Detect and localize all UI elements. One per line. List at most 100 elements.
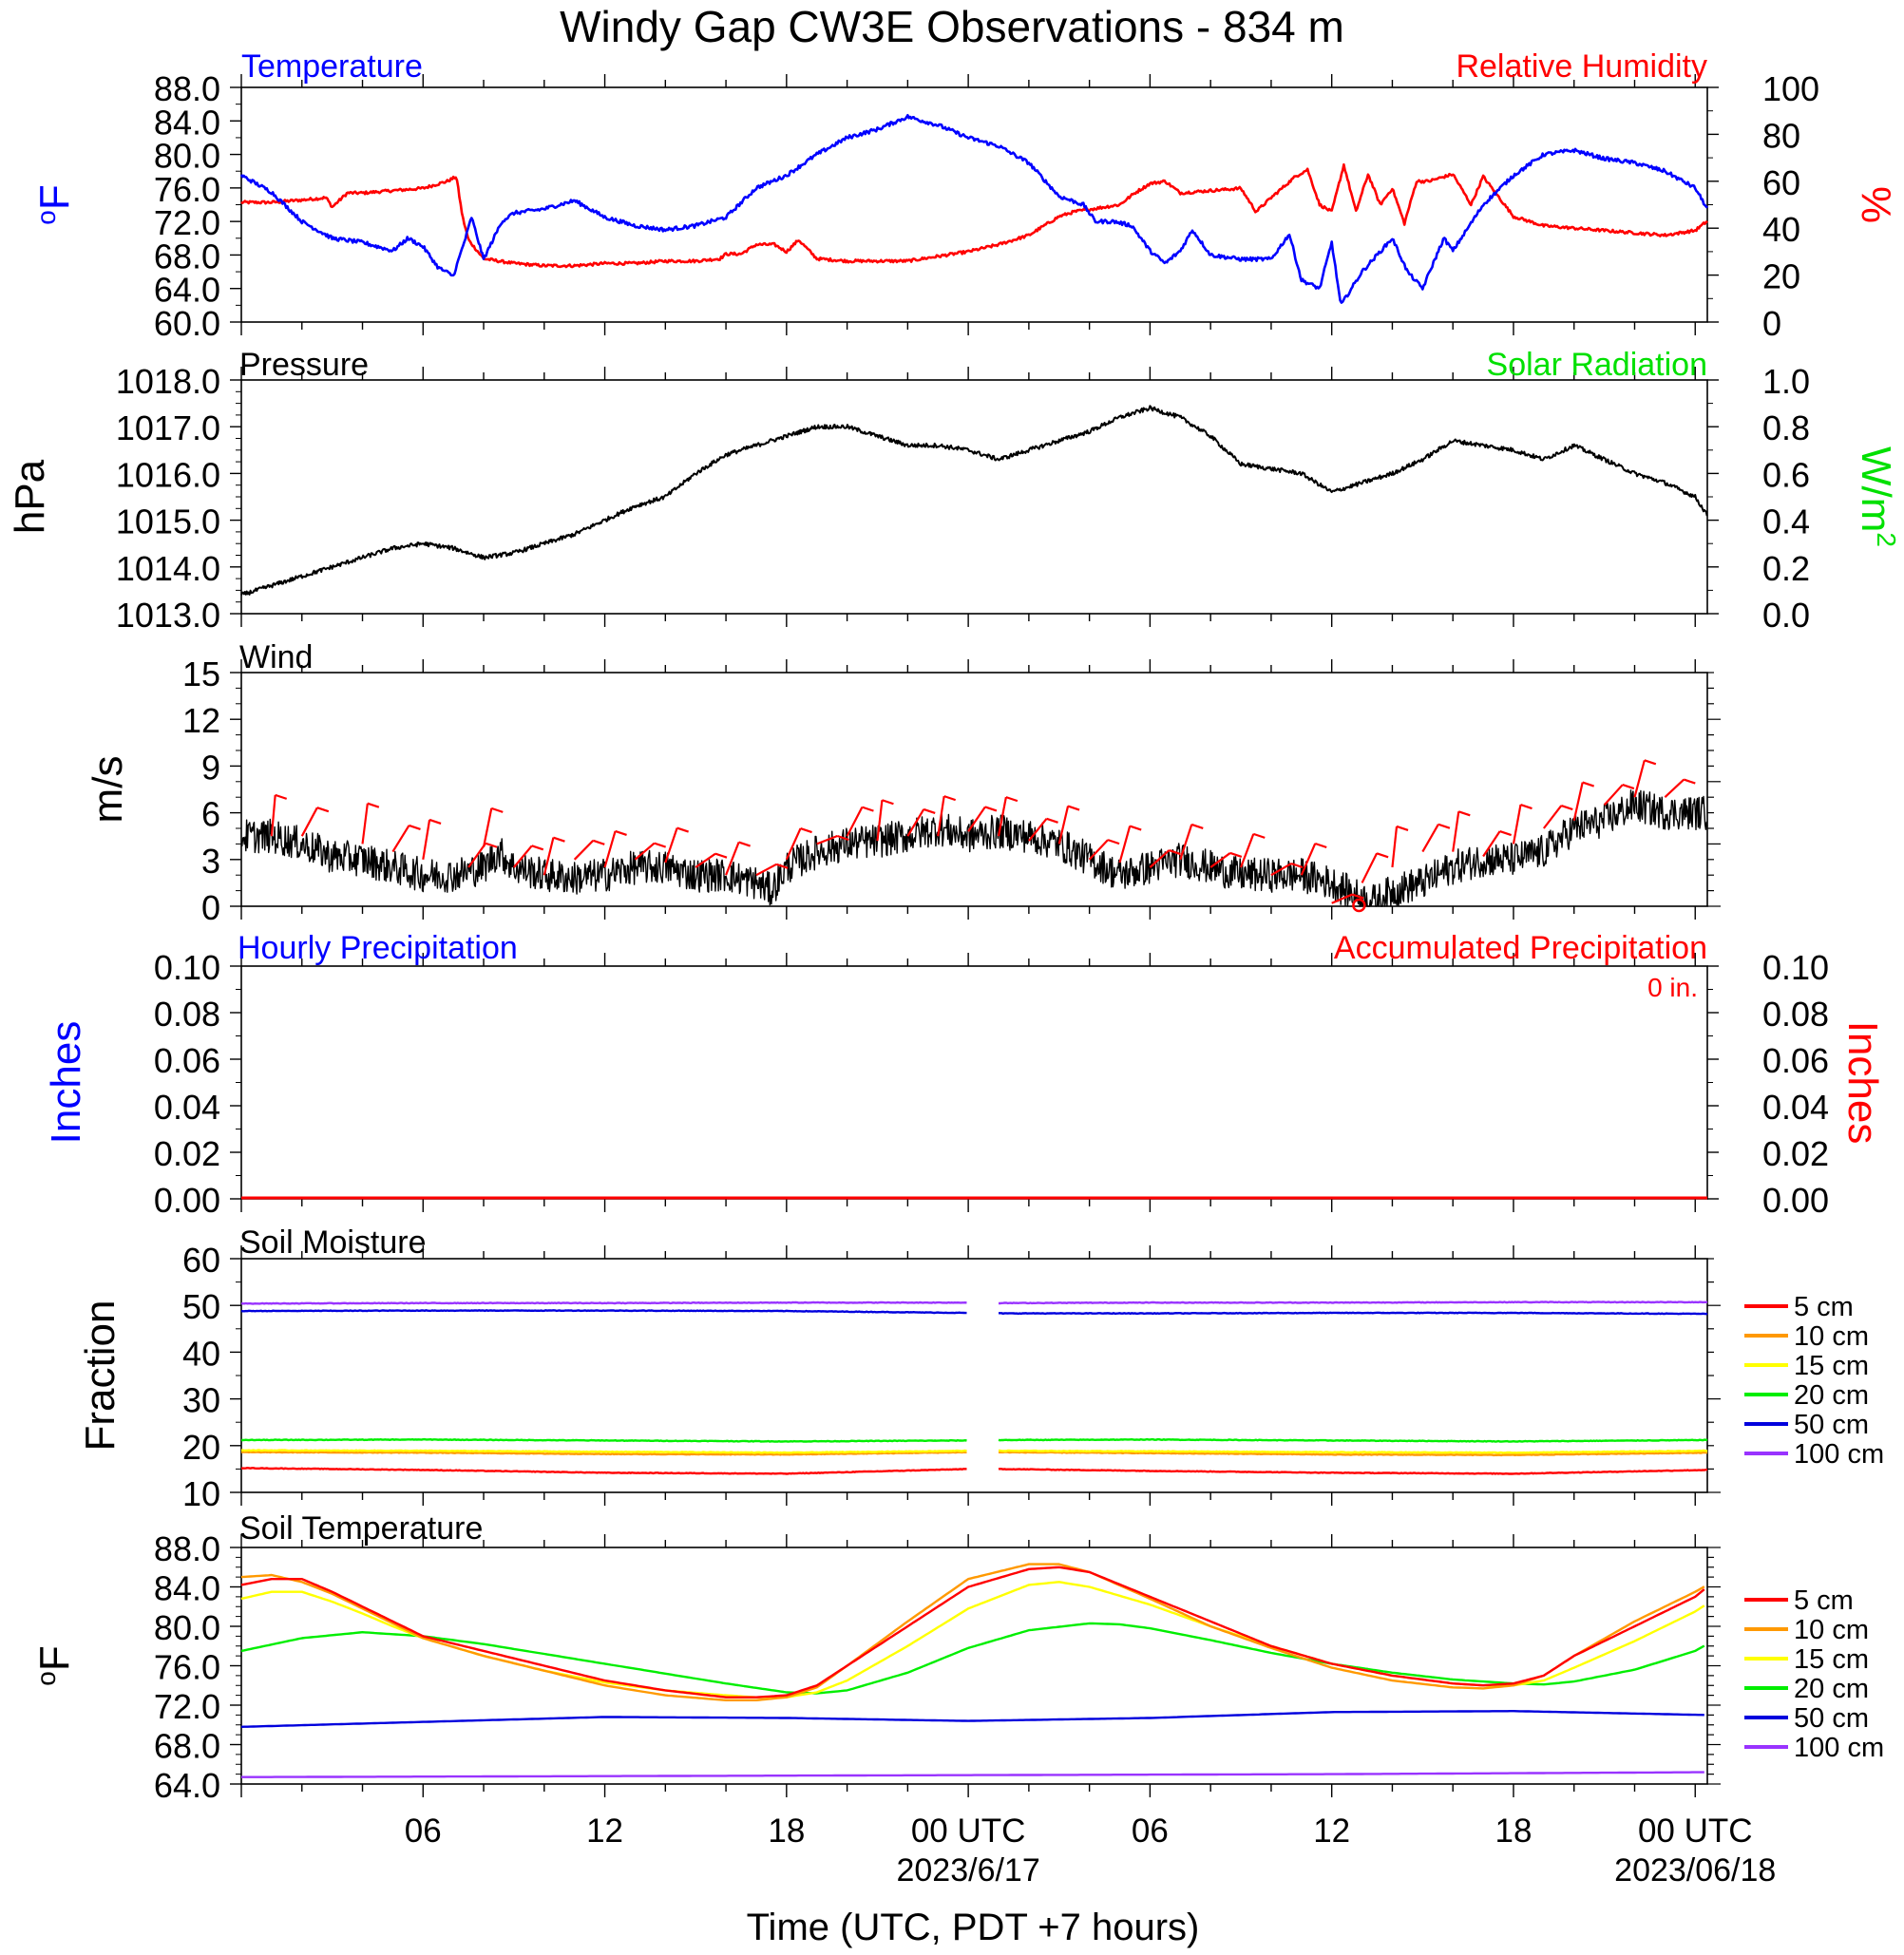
y2-tick-label: 0.4 [1762,503,1810,541]
panel-title: Hourly Precipitation [238,930,518,966]
wind-barb [1603,784,1624,807]
wind-barb-flag [1129,825,1142,831]
wind-barb-flag [738,841,751,847]
y-tick-label: 9 [201,748,220,787]
soil-moisture-line [241,1437,967,1443]
wind-barb [1240,833,1255,868]
wind-barb-flag [836,834,849,842]
x-tick-label: 00 UTC [911,1813,1026,1850]
wind-barb-flag [367,802,380,808]
wind-barb [695,852,716,868]
soil-moisture-line [998,1449,1708,1454]
wind-barb [1149,849,1171,868]
soil-moisture-line [240,1466,967,1475]
wind-barb-flag [775,863,789,869]
y-tick-label: 88.0 [154,69,220,108]
plot-frame [240,1258,1708,1493]
wind-barb-flag [1314,842,1327,849]
soil-moisture-line [999,1311,1708,1316]
wind-barb-flag [1582,781,1595,788]
y-tick-label: 12 [182,701,220,740]
y-tick-label: 30 [182,1381,220,1420]
wind-barb [1088,839,1109,861]
wind-barb-flag [1376,852,1389,859]
wind-barb [906,808,925,837]
x-axis-label: Time (UTC, PDT +7 hours) [747,1907,1200,1948]
wind-barb [876,800,884,842]
wind-barb [422,819,431,860]
plot-frame [240,1547,1708,1785]
y-tick-label: 72.0 [154,203,220,242]
y2-tick-label: 0.8 [1762,408,1810,447]
wind-barb-flag [275,793,288,800]
plot-frame [240,379,1708,615]
legend-label: 50 cm [1794,1410,1869,1440]
y-axis-unit: Fraction [77,1300,124,1452]
y-tick-label: 76.0 [154,1648,220,1687]
x-tick-label: 00 UTC [1638,1813,1753,1850]
y-tick-label: 1014.0 [116,549,220,588]
wind-barb-flag [1252,832,1266,839]
wind-barb [1209,852,1231,868]
y-tick-label: 72.0 [154,1687,220,1726]
wind-barb [1331,893,1353,904]
y2-tick-label: 0.2 [1762,549,1810,588]
y2-tick-label: 60 [1762,163,1800,202]
y-axis-unit: oF [31,184,78,224]
y-tick-label: 0.08 [154,995,220,1034]
y2-axis-unit: W/m2 [1853,446,1901,547]
y2-tick-label: 0.06 [1762,1041,1829,1080]
legend-label: 10 cm [1794,1615,1869,1645]
wind-barb-flag [1499,829,1513,837]
wind-barb [1664,778,1685,799]
wind-barb [361,803,369,845]
y2-tick-label: 40 [1762,210,1800,249]
y-tick-label: 40 [182,1334,220,1373]
legend-label: 100 cm [1794,1439,1884,1470]
wind-barb-flag [490,807,504,813]
y-axis-unit: Inches [43,1021,89,1145]
y-tick-label: 68.0 [154,237,220,275]
wind-barb [1391,826,1399,868]
y-tick-label: 64.0 [154,271,220,310]
wind-barb [997,796,1007,837]
legend-label: 10 cm [1794,1321,1869,1352]
wind-barb-flag [1622,784,1635,790]
wind-barb-flag [1169,849,1181,856]
x-date-label: 2023/6/17 [896,1852,1039,1889]
wind-barb [1118,826,1132,864]
y-axis-unit: m/s [85,756,131,824]
wind-barb [1057,806,1070,845]
y-tick-label: 88.0 [154,1529,220,1568]
y2-tick-label: 20 [1762,257,1800,296]
wind-barb [1179,824,1193,861]
wind-barb [513,845,533,868]
y-tick-label: 64.0 [154,1766,220,1805]
legend-label: 20 cm [1794,1674,1869,1704]
y-tick-label: 0.04 [154,1088,220,1127]
y-axis-unit: hPa [7,459,53,534]
wind-barb-flag [1290,863,1304,869]
soil-moisture-line [240,1449,967,1454]
wind-barb [1482,830,1501,858]
y-tick-label: 80.0 [154,1608,220,1647]
humidity-line [240,162,1708,269]
soil-temperature-line [240,1581,1705,1699]
panel-soil-temperature: 64.068.072.076.080.084.088.0 Soil Tempera… [31,1510,1884,1889]
soil-moisture-line [998,1437,1708,1443]
wind-barb [482,807,493,847]
plot-frame [240,965,1708,1200]
y-tick-label: 15 [182,655,220,693]
wind-barb-flag [1046,817,1058,824]
soil-moisture-line [240,1309,967,1315]
wind-barb [1452,811,1460,852]
figure-title: Windy Gap CW3E Observations - 834 m [560,2,1344,51]
panel-wind: 0 3 6 9 12 15 Wind m/s [85,639,1721,927]
wind-barb-flag [428,818,442,825]
panel-title: Temperature [241,48,423,85]
x-tick-label: 18 [1495,1813,1532,1850]
wind-barb [467,843,487,868]
wind-barb-flag [615,829,627,836]
panel-title: Relative Humidity [1456,48,1707,85]
x-tick-label: 18 [768,1813,805,1850]
